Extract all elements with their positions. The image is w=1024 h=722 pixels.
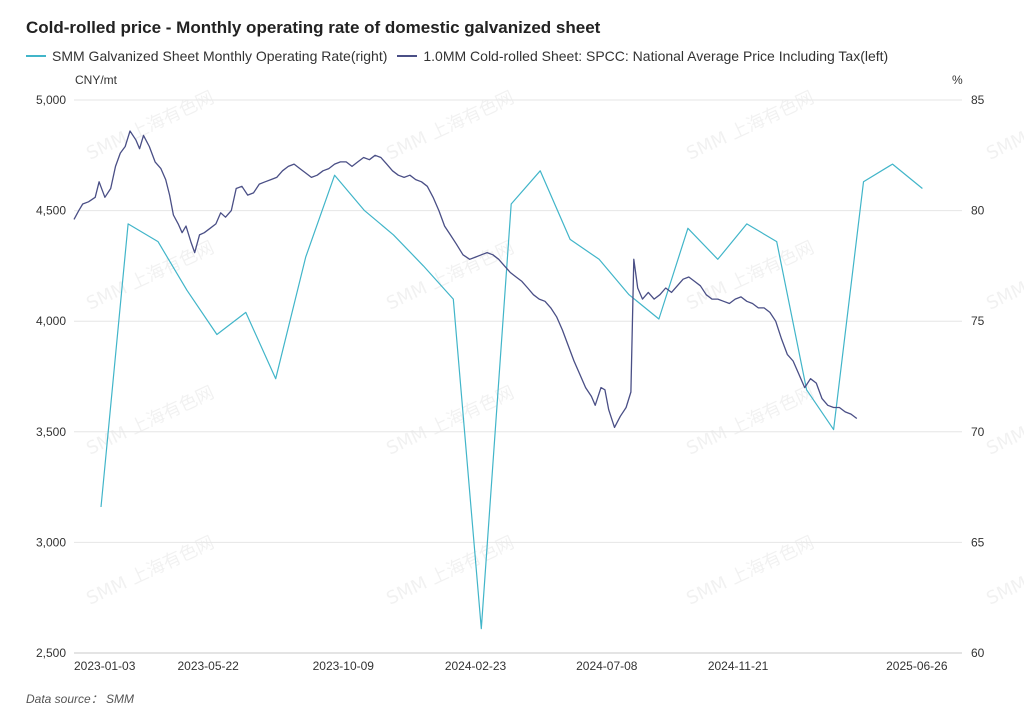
y-left-tick-label: 3,000 (36, 535, 66, 549)
y-right-tick-label: 70 (971, 425, 985, 439)
watermark-5: SMM 上海有色网 (383, 237, 517, 314)
watermark-layer: SMM 上海有色网 SMM 上海有色网 SMM 上海有色网 SMM 上海有色网 SMM … (83, 87, 1024, 609)
y-left-tick-label: 4,000 (36, 314, 66, 328)
right-axis-unit: % (952, 73, 963, 87)
axes: 2,500 60 3,000 65 3,500 70 4,000 75 4,500 80 5,000… (36, 93, 985, 673)
y-right-tick-label: 65 (971, 535, 985, 549)
watermark-2: SMM 上海有色网 (683, 87, 817, 164)
left-axis-unit: CNY/mt (75, 73, 117, 87)
chart-title: Cold-rolled price - Monthly operating ra… (26, 18, 601, 37)
x-tick-label: 2024-11-21 (708, 659, 769, 673)
legend-item-cold-rolled-price[interactable]: 1.0MM Cold-rolled Sheet: SPCC: National … (397, 48, 888, 64)
watermark-10: SMM 上海有色网 (683, 382, 817, 459)
y-left-tick-label: 3,500 (36, 425, 66, 439)
x-tick-label: 2024-07-08 (576, 659, 638, 673)
data-source: Data source： SMM (26, 692, 135, 706)
watermark-13: SMM 上海有色网 (383, 532, 517, 609)
x-tick-label: 2023-01-03 (74, 659, 136, 673)
legend: SMM Galvanized Sheet Monthly Operating R… (26, 48, 898, 64)
watermark-4: SMM 上海有色网 (83, 237, 217, 314)
watermark-7: SMM 上海有色网 (983, 237, 1024, 314)
watermark-11: SMM 上海有色网 (983, 382, 1024, 459)
y-left-tick-label: 5,000 (36, 93, 66, 107)
watermark-0: SMM 上海有色网 (83, 87, 217, 164)
watermark-14: SMM 上海有色网 (683, 532, 817, 609)
y-right-tick-label: 60 (971, 646, 985, 660)
y-right-tick-label: 75 (971, 314, 985, 328)
watermark-8: SMM 上海有色网 (83, 382, 217, 459)
legend-label-cold-rolled-price: 1.0MM Cold-rolled Sheet: SPCC: National … (423, 48, 889, 64)
y-left-tick-label: 2,500 (36, 646, 66, 660)
watermark-1: SMM 上海有色网 (383, 87, 517, 164)
watermark-3: SMM 上海有色网 (983, 87, 1024, 164)
legend-swatch-operating-rate (26, 55, 46, 57)
watermark-15: SMM 上海有色网 (983, 532, 1024, 609)
x-tick-label: 2023-10-09 (313, 659, 375, 673)
grid-lines (74, 99, 962, 543)
watermark-12: SMM 上海有色网 (83, 532, 217, 609)
series-line-operating-rate[interactable] (100, 163, 923, 630)
legend-item-operating-rate[interactable]: SMM Galvanized Sheet Monthly Operating R… (26, 48, 387, 64)
series-line-cold-rolled-price[interactable] (73, 130, 858, 429)
y-right-tick-label: 80 (971, 204, 985, 218)
legend-label-operating-rate: SMM Galvanized Sheet Monthly Operating R… (52, 48, 388, 64)
x-tick-label: 2024-02-23 (445, 659, 507, 673)
series-layer (73, 130, 923, 630)
x-tick-label: 2025-06-26 (886, 659, 948, 673)
y-left-tick-label: 4,500 (36, 204, 66, 218)
x-tick-label: 2023-05-22 (177, 659, 239, 673)
legend-swatch-cold-rolled-price (397, 55, 418, 57)
y-right-tick-label: 85 (971, 93, 985, 107)
